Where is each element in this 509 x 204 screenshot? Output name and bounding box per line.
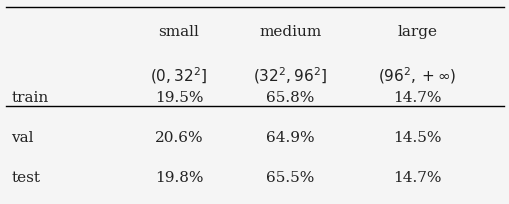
Text: $(96^2, +\infty)$: $(96^2, +\infty)$ <box>377 65 456 86</box>
Text: small: small <box>158 24 199 39</box>
Text: val: val <box>12 131 34 145</box>
Text: test: test <box>12 172 40 185</box>
Text: 14.5%: 14.5% <box>392 131 441 145</box>
Text: train: train <box>12 91 49 105</box>
Text: 19.5%: 19.5% <box>154 91 203 105</box>
Text: $(32^2, 96^2]$: $(32^2, 96^2]$ <box>253 65 327 86</box>
Text: 14.7%: 14.7% <box>392 91 441 105</box>
Text: large: large <box>397 24 436 39</box>
Text: 14.7%: 14.7% <box>392 172 441 185</box>
Text: 64.9%: 64.9% <box>266 131 314 145</box>
Text: 20.6%: 20.6% <box>154 131 203 145</box>
Text: 19.8%: 19.8% <box>154 172 203 185</box>
Text: 65.8%: 65.8% <box>266 91 314 105</box>
Text: $(0, 32^2]$: $(0, 32^2]$ <box>150 65 207 86</box>
Text: 65.5%: 65.5% <box>266 172 314 185</box>
Text: medium: medium <box>259 24 321 39</box>
